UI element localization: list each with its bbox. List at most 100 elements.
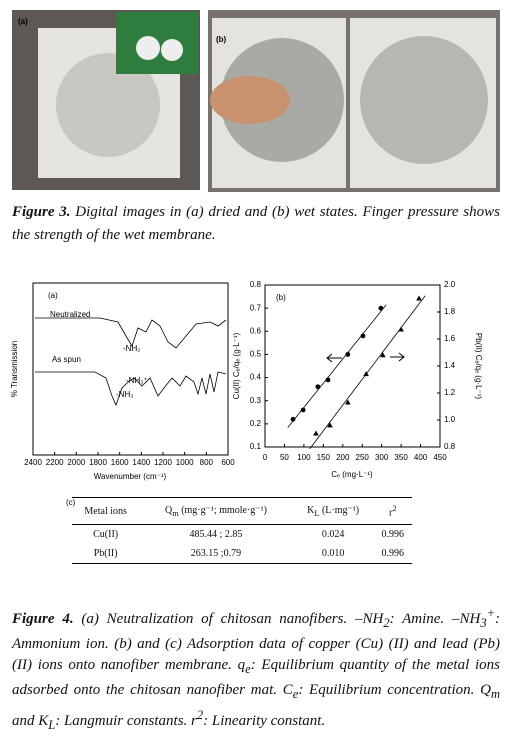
table-body: Cu(II) 485.44 ; 2.85 0.024 0.996 Pb(II) 263.1… xyxy=(72,525,412,565)
point xyxy=(378,305,384,311)
point xyxy=(363,371,369,377)
x-tick-label: 1600 xyxy=(111,458,129,467)
y-axis-label: % Transmission xyxy=(10,341,19,397)
membrane xyxy=(360,36,488,164)
subscript: e xyxy=(292,687,299,701)
x-tick-label: 300 xyxy=(375,453,389,462)
panel-label: (a) xyxy=(18,17,28,26)
point xyxy=(398,326,404,332)
panel-label: (a) xyxy=(48,291,58,300)
x-tick-label: 50 xyxy=(280,453,289,462)
x-tick-label: 350 xyxy=(394,453,408,462)
annotation: -NH₂ xyxy=(123,344,140,353)
table-cell: 0.996 xyxy=(381,529,405,541)
annotation: Neutralized xyxy=(50,310,90,319)
caption-text: and K xyxy=(12,713,49,729)
unit: (mg·g⁻¹; mmole·g⁻¹) xyxy=(178,504,267,516)
y2-tick-label: 1.2 xyxy=(444,388,456,397)
subscript: 2 xyxy=(383,616,390,630)
caption-label: Figure 3. xyxy=(12,204,71,220)
superscript: 2 xyxy=(196,708,204,722)
y2-tick-label: 2.0 xyxy=(444,280,456,289)
y2-tick-label: 1.4 xyxy=(444,361,456,370)
x-axis-label: Wavenumber (cm⁻¹) xyxy=(94,472,167,481)
x-tick-label: 2400 xyxy=(24,458,42,467)
subscript: L xyxy=(48,718,56,732)
caption-text: : Ammonium ion. (b) and (c) Adsorption d… xyxy=(12,611,501,673)
symbol: K xyxy=(307,504,315,516)
annotation: -NH₃ xyxy=(116,390,133,399)
x-tick-label: 400 xyxy=(414,453,428,462)
caption-text: : Linearity constant. xyxy=(203,713,326,729)
table-cell: 0.010 xyxy=(292,544,374,565)
column-header: r2 xyxy=(373,496,412,526)
table-cell: 485.44 ; 2.85 xyxy=(189,529,243,541)
point xyxy=(313,430,319,436)
fit-line xyxy=(287,304,387,428)
x-tick-label: 0 xyxy=(263,453,268,462)
y-tick-label: 0.1 xyxy=(250,442,262,451)
unit: (L·mg⁻¹) xyxy=(319,504,360,516)
x-tick-label: 450 xyxy=(433,453,447,462)
table-cell: 0.024 xyxy=(321,529,345,541)
figure-3-caption: Figure 3. Digital images in (a) dried an… xyxy=(12,201,500,247)
point xyxy=(327,422,333,428)
annotation: As spun xyxy=(52,355,81,364)
y-axis-label: Cu(II) Cₑ/qₑ (g·L⁻¹) xyxy=(232,332,241,399)
x-tick-label: 2200 xyxy=(46,458,64,467)
table-row: Cu(II) 485.44 ; 2.85 0.024 0.996 xyxy=(72,525,412,545)
y2-tick-label: 1.0 xyxy=(444,415,456,424)
point xyxy=(380,352,386,358)
x-tick-label: 600 xyxy=(221,458,235,467)
caption-label: Figure 4. xyxy=(12,611,74,627)
panel-label: (b) xyxy=(216,35,227,44)
arrow xyxy=(390,352,405,362)
column-header: Metal ions xyxy=(72,496,140,526)
x-tick-label: 250 xyxy=(356,453,370,462)
point xyxy=(290,416,296,422)
y2-tick-label: 1.6 xyxy=(444,334,456,343)
point xyxy=(300,407,306,413)
symbol: Q xyxy=(164,504,173,516)
ftir-curve xyxy=(35,371,227,407)
y2-axis-label: Pb(II) Cₑ/qₑ (g·L⁻¹) xyxy=(474,333,483,400)
table: Metal ions Qm (mg·g⁻¹; mmole·g⁻¹) KL (L·… xyxy=(72,496,412,565)
x-tick-label: 1000 xyxy=(176,458,194,467)
subscript: e xyxy=(245,662,251,676)
x-tick-label: 1800 xyxy=(89,458,107,467)
y2-tick-label: 0.8 xyxy=(444,442,456,451)
superscript: + xyxy=(486,606,496,620)
y-tick-label: 0.8 xyxy=(250,280,262,289)
y2-tick-label: 1.8 xyxy=(444,307,456,316)
langmuir-table: Metal ions Qm (mg·g⁻¹; mmole·g⁻¹) KL (L·… xyxy=(72,496,412,565)
figure-4-caption: Figure 4. (a) Neutralization of chitosan… xyxy=(12,603,500,736)
arrow xyxy=(326,353,342,363)
point xyxy=(315,384,321,390)
subscript: m xyxy=(172,508,179,518)
y-tick-label: 0.4 xyxy=(250,373,262,382)
caption-text: : Langmuir constants. r xyxy=(55,713,197,729)
caption-text: (a) Neutralization of chitosan nanofiber… xyxy=(73,611,384,627)
table-cell: 0.996 xyxy=(373,544,412,565)
ftir-frame xyxy=(32,282,229,456)
ftir-curve xyxy=(35,317,227,349)
disc xyxy=(136,36,160,60)
caption-text: Digital images in (a) dried and (b) wet … xyxy=(12,204,500,243)
x-tick-label: 100 xyxy=(297,453,311,462)
disc xyxy=(161,39,183,61)
caption-text: : Amine. –NH xyxy=(389,611,481,627)
point xyxy=(416,295,422,301)
caption-text: : Equilibrium concentration. Q xyxy=(298,682,491,698)
x-tick-label: 200 xyxy=(336,453,350,462)
x-tick-label: 2000 xyxy=(67,458,85,467)
point xyxy=(360,333,366,339)
point xyxy=(345,352,351,357)
point xyxy=(345,399,351,405)
column-header: Qm (mg·g⁻¹; mmole·g⁻¹) xyxy=(139,496,293,526)
x-tick-label: 1400 xyxy=(132,458,150,467)
table-row: Pb(II) 263.15 ;0.79 0.010 0.996 xyxy=(72,544,412,565)
x-tick-label: 1200 xyxy=(154,458,172,467)
table-cell: Cu(II) xyxy=(93,529,119,541)
